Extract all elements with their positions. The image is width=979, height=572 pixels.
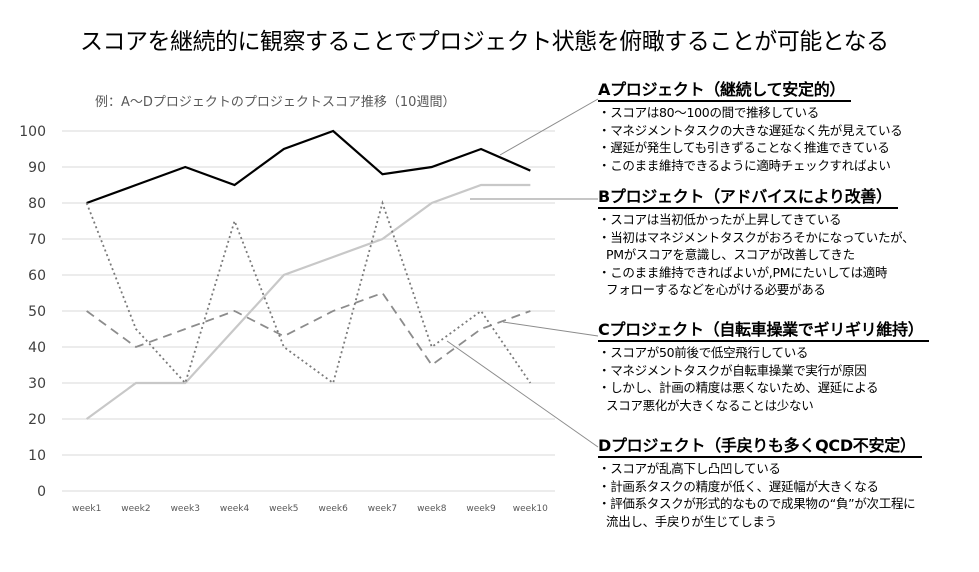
annotation-a-line: ・遅延が発生しても引きずることなく推進できている [598, 140, 890, 155]
x-axis-ticks: week1 week2 week3 week4 week5 week6 week7 week8… [72, 504, 548, 514]
annotation-c-title: Cプロジェクト（自転車操業でギリギリ維持） [598, 320, 930, 342]
y-tick-label: 80 [28, 196, 46, 212]
annotation-a-line: ・スコアは80〜100の間で推移している [598, 105, 819, 120]
y-tick-label: 30 [28, 376, 46, 392]
x-tick-label: week1 [72, 504, 101, 514]
annotation-d: Dプロジェクト（手戻りも多くQCD不安定） ・スコアが乱高下し凸凹している ・計… [598, 436, 922, 530]
y-tick-label: 20 [28, 412, 46, 428]
leader-lines [446, 98, 599, 448]
series-line-c [86, 291, 531, 367]
y-tick-label: 10 [28, 448, 46, 464]
y-tick-label: 70 [28, 232, 46, 248]
annotation-d-line: ・評価系タスクが形式的なもので成果物の“負”が次工程に [598, 496, 916, 511]
annotation-c-line: スコア悪化が大きくなることは少ない [606, 397, 814, 413]
x-tick-label: week10 [513, 504, 548, 514]
slide-title: スコアを継続的に観察することでプロジェクト状態を俯瞰することが可能となる [80, 29, 889, 55]
x-tick-label: week4 [220, 504, 250, 514]
series-line-b [86, 183, 531, 420]
annotation-a: Aプロジェクト（継続して安定的） ・スコアは80〜100の間で推移している ・マ… [598, 80, 903, 174]
annotation-d-title: Dプロジェクト（手戻りも多くQCD不安定） [598, 436, 922, 458]
annotation-d-line: 流出し、手戻りが生じてしまう [606, 513, 777, 529]
y-tick-label: 40 [28, 340, 46, 356]
x-tick-label: week3 [171, 504, 200, 514]
annotation-a-title: Aプロジェクト（継続して安定的） [598, 80, 852, 102]
annotation-b-line: PMがスコアを意識し、スコアが改善してきた [606, 247, 855, 262]
annotation-d-line: ・計画系タスクの精度が低く、遅延幅が大きくなる [598, 478, 879, 494]
x-tick-label: week9 [466, 504, 496, 514]
x-tick-label: week5 [269, 504, 298, 514]
series-line-a [86, 129, 531, 205]
annotation-b-line: ・当初はマネジメントタスクがおろそかになっていたが、 [598, 229, 915, 245]
annotation-b-line: フォローするなどを心がける必要がある [606, 282, 826, 297]
annotation-b-line: ・このまま維持できればよいが,PMにたいしては適時 [598, 264, 888, 280]
y-tick-label: 60 [28, 268, 46, 284]
annotation-c: Cプロジェクト（自転車操業でギリギリ維持） ・スコアが50前後で低空飛行している… [598, 320, 930, 414]
gridlines [62, 130, 555, 492]
series-lines [85, 129, 532, 420]
annotation-a-line: ・このまま維持できるように適時チェックすればよい [598, 157, 891, 173]
leader-line-a [499, 98, 599, 156]
annotation-c-line: ・スコアが50前後で低空飛行している [598, 345, 809, 360]
chart-title: 例：A〜Dプロジェクトのプロジェクトスコア推移（10週間） [95, 95, 455, 110]
annotation-c-line: ・しかし、計画の精度は悪くないため、遅延による [598, 380, 879, 395]
annotation-b-line: ・スコアは当初低かったが上昇してきている [598, 212, 842, 227]
annotation-c-line: ・マネジメントタスクが自転車操業で実行が原因 [598, 362, 867, 378]
annotation-b-title: Bプロジェクト（アドバイスにより改善） [598, 187, 898, 209]
x-tick-label: week2 [121, 504, 150, 514]
series-line-d [85, 199, 532, 385]
y-tick-label: 50 [28, 304, 46, 320]
x-tick-label: week8 [417, 504, 447, 514]
annotation-d-line: ・スコアが乱高下し凸凹している [598, 461, 781, 476]
y-tick-label: 0 [37, 484, 46, 500]
annotation-b: Bプロジェクト（アドバイスにより改善） ・スコアは当初低かったが上昇してきている… [598, 187, 915, 299]
leader-line-d [446, 340, 599, 448]
annotation-a-line: ・マネジメントタスクの大きな遅延なく先が見えている [598, 122, 903, 138]
y-tick-label: 90 [28, 160, 46, 176]
x-tick-label: week6 [318, 504, 348, 514]
y-axis-ticks: 0 10 20 30 40 50 60 70 80 90 100 [19, 124, 46, 500]
x-tick-label: week7 [368, 504, 397, 514]
leader-line-c [502, 321, 599, 337]
y-tick-label: 100 [19, 124, 46, 140]
